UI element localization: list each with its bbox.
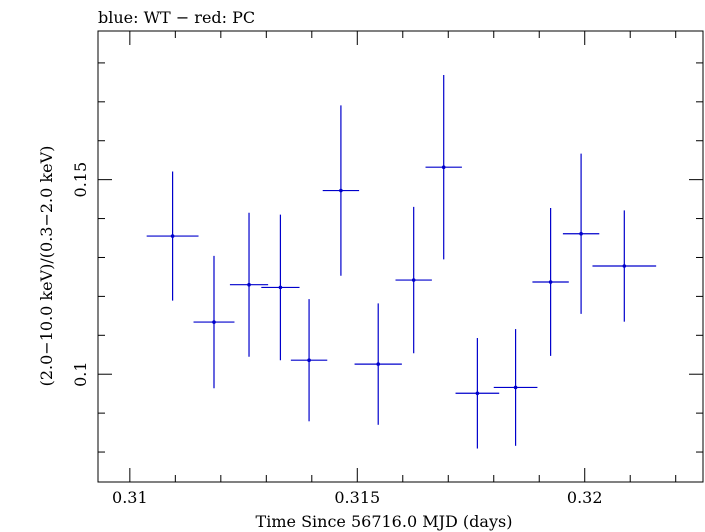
chart-title: blue: WT − red: PC [98,8,255,27]
point-marker [212,320,216,324]
point-marker [548,280,553,284]
point-marker [441,165,446,169]
y-tick-label: 0.15 [71,162,90,198]
data-point [354,303,402,425]
x-axis-label: Time Since 56716.0 MJD (days) [256,512,513,531]
y-axis-label: (2.0−10.0 keV)/(0.3−2.0 keV) [37,146,56,387]
data-point [290,299,328,422]
data-point [146,171,199,301]
point-marker [376,362,381,366]
point-marker [513,385,518,390]
point-marker [339,188,343,193]
data-point [425,74,462,260]
point-marker [411,278,416,282]
x-tick-label: 0.315 [334,488,380,507]
data-point [592,210,657,322]
x-tick-label: 0.31 [112,488,148,507]
data-point [455,338,500,449]
data-point [532,208,569,356]
x-tick-label: 0.32 [567,488,603,507]
plot-frame [97,30,704,483]
point-marker [622,264,627,268]
y-tick-label: 0.1 [71,361,90,386]
data-point [193,255,235,389]
axis-ticks [98,31,703,482]
data-points [146,74,657,449]
point-marker [307,358,311,363]
point-marker [247,282,251,287]
point-marker [579,231,583,236]
data-point [493,329,538,446]
point-marker [278,285,283,290]
point-marker [170,234,175,238]
data-point [322,105,360,276]
axis-tick-labels: 0.31 0.315 0.32 0.1 0.15 [71,162,603,507]
data-point [229,212,269,357]
data-point [261,214,300,361]
point-marker [475,391,480,396]
data-point [562,153,600,314]
data-point [395,206,432,354]
